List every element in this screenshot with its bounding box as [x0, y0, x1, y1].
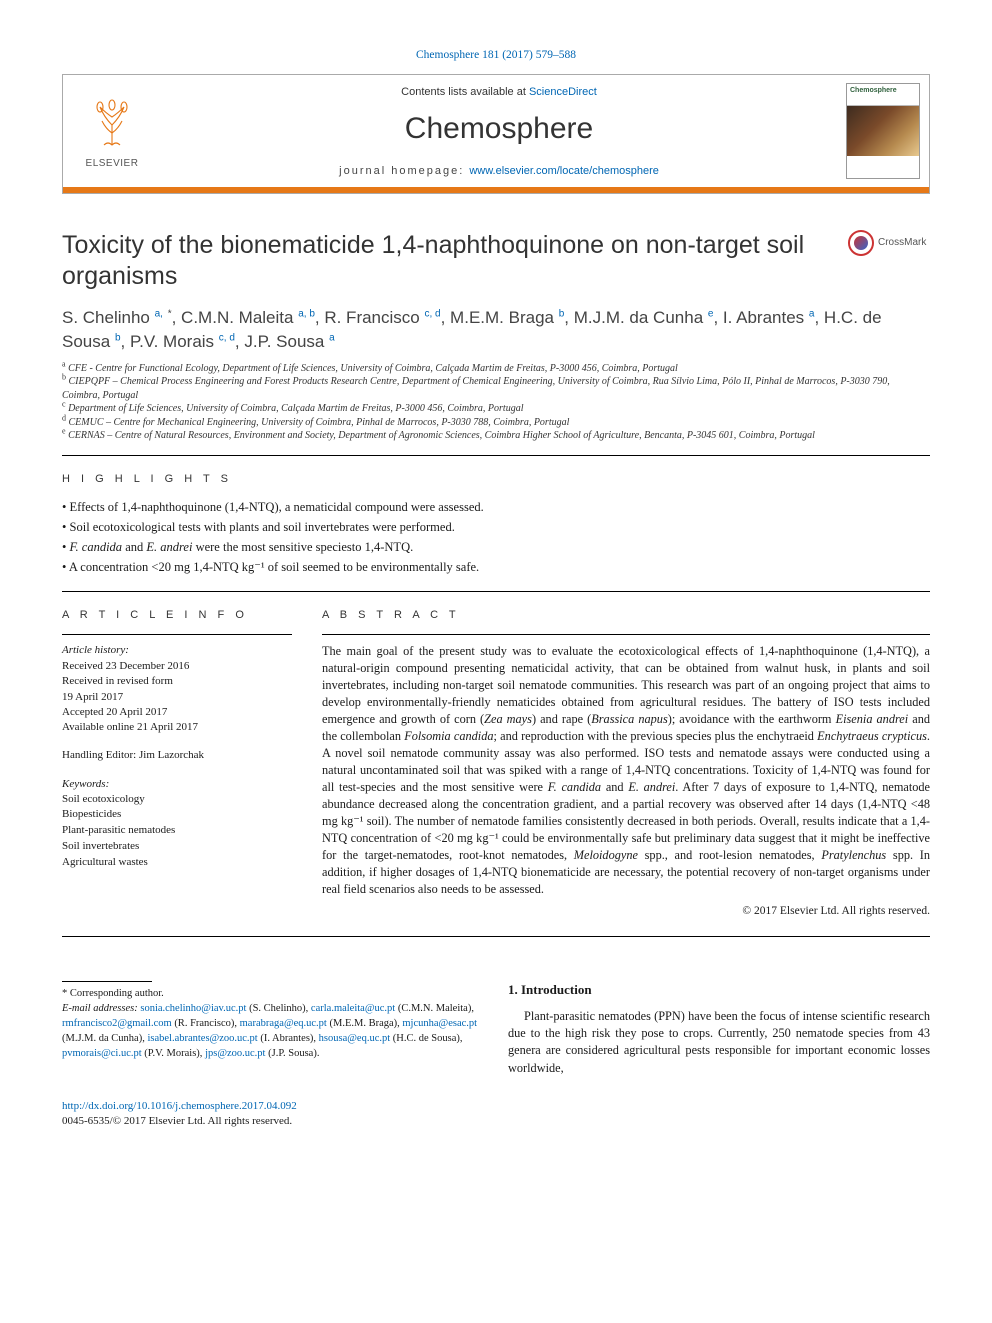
email-link[interactable]: sonia.chelinho@iav.uc.pt [140, 1003, 246, 1014]
contents-available: Contents lists available at ScienceDirec… [167, 85, 831, 100]
highlights-list: Effects of 1,4-naphthoquinone (1,4-NTQ),… [62, 497, 930, 577]
email-link[interactable]: jps@zoo.uc.pt [205, 1048, 265, 1059]
email-link[interactable]: carla.maleita@uc.pt [311, 1003, 395, 1014]
journal-header: ELSEVIER Contents lists available at Sci… [62, 74, 930, 194]
keyword-item: Soil ecotoxicology [62, 792, 292, 808]
cover-thumbnail-cell: Chemosphere [837, 75, 929, 187]
email-link[interactable]: hsousa@eq.uc.pt [319, 1033, 391, 1044]
highlight-item: A concentration <20 mg 1,4-NTQ kg⁻¹ of s… [62, 557, 930, 577]
orange-divider-bar [62, 187, 930, 194]
sciencedirect-link[interactable]: ScienceDirect [529, 86, 597, 98]
author-list: S. Chelinho a, *, C.M.N. Maleita a, b, R… [62, 306, 930, 354]
keyword-item: Soil invertebrates [62, 839, 292, 855]
journal-name: Chemosphere [167, 109, 831, 150]
rule [62, 591, 930, 592]
email-list: E-mail addresses: sonia.chelinho@iav.uc.… [62, 1001, 480, 1062]
citation-line: Chemosphere 181 (2017) 579–588 [62, 48, 930, 64]
highlight-item: F. candida and E. andrei were the most s… [62, 537, 930, 557]
journal-cover-thumb: Chemosphere [846, 83, 920, 179]
affiliations: a CFE - Centre for Functional Ecology, D… [62, 362, 930, 443]
abstract-heading: A B S T R A C T [322, 608, 930, 623]
crossmark-label: CrossMark [878, 236, 926, 250]
keyword-item: Plant-parasitic nematodes [62, 823, 292, 839]
highlight-item: Effects of 1,4-naphthoquinone (1,4-NTQ),… [62, 497, 930, 517]
doi-block: http://dx.doi.org/10.1016/j.chemosphere.… [62, 1099, 930, 1130]
journal-homepage: journal homepage: www.elsevier.com/locat… [167, 164, 831, 179]
article-history: Article history: Received 23 December 20… [62, 643, 292, 735]
email-link[interactable]: marabraga@eq.uc.pt [240, 1018, 327, 1029]
highlight-item: Soil ecotoxicological tests with plants … [62, 517, 930, 537]
article-title: Toxicity of the bionematicide 1,4-naphth… [62, 230, 838, 293]
issn-line: 0045-6535/© 2017 Elsevier Ltd. All right… [62, 1115, 292, 1127]
crossmark-icon [848, 230, 874, 256]
homepage-link[interactable]: www.elsevier.com/locate/chemosphere [469, 165, 659, 177]
corresponding-star: * Corresponding author. [62, 986, 480, 1001]
email-link[interactable]: pvmorais@ci.uc.pt [62, 1048, 142, 1059]
email-link[interactable]: mjcunha@esac.pt [402, 1018, 477, 1029]
abstract-copyright: © 2017 Elsevier Ltd. All rights reserved… [322, 904, 930, 920]
keyword-item: Agricultural wastes [62, 855, 292, 871]
crossmark-badge[interactable]: CrossMark [848, 230, 930, 256]
article-info-heading: A R T I C L E I N F O [62, 608, 292, 623]
doi-link[interactable]: http://dx.doi.org/10.1016/j.chemosphere.… [62, 1100, 297, 1112]
keywords-list: Soil ecotoxicologyBiopesticidesPlant-par… [62, 792, 292, 872]
keywords-heading: Keywords: [62, 777, 292, 792]
keyword-item: Biopesticides [62, 807, 292, 823]
section-heading: 1. Introduction [508, 981, 930, 999]
rule [62, 634, 292, 635]
highlights-heading: H I G H L I G H T S [62, 472, 930, 487]
email-link[interactable]: rmfrancisco2@gmail.com [62, 1018, 172, 1029]
publisher-name: ELSEVIER [86, 157, 139, 171]
citation-link[interactable]: Chemosphere 181 (2017) 579–588 [416, 49, 576, 61]
rule [62, 936, 930, 937]
corresponding-author-block: * Corresponding author. E-mail addresses… [62, 981, 480, 1077]
abstract-body: The main goal of the present study was t… [322, 643, 930, 898]
handling-editor: Handling Editor: Jim Lazorchak [62, 748, 292, 763]
publisher-logo-cell: ELSEVIER [63, 75, 161, 187]
elsevier-tree-icon [86, 95, 138, 155]
intro-paragraph: Plant-parasitic nematodes (PPN) have bee… [508, 1008, 930, 1077]
rule [62, 455, 930, 456]
email-link[interactable]: isabel.abrantes@zoo.uc.pt [147, 1033, 257, 1044]
footnote-rule [62, 981, 152, 982]
rule [322, 634, 930, 635]
